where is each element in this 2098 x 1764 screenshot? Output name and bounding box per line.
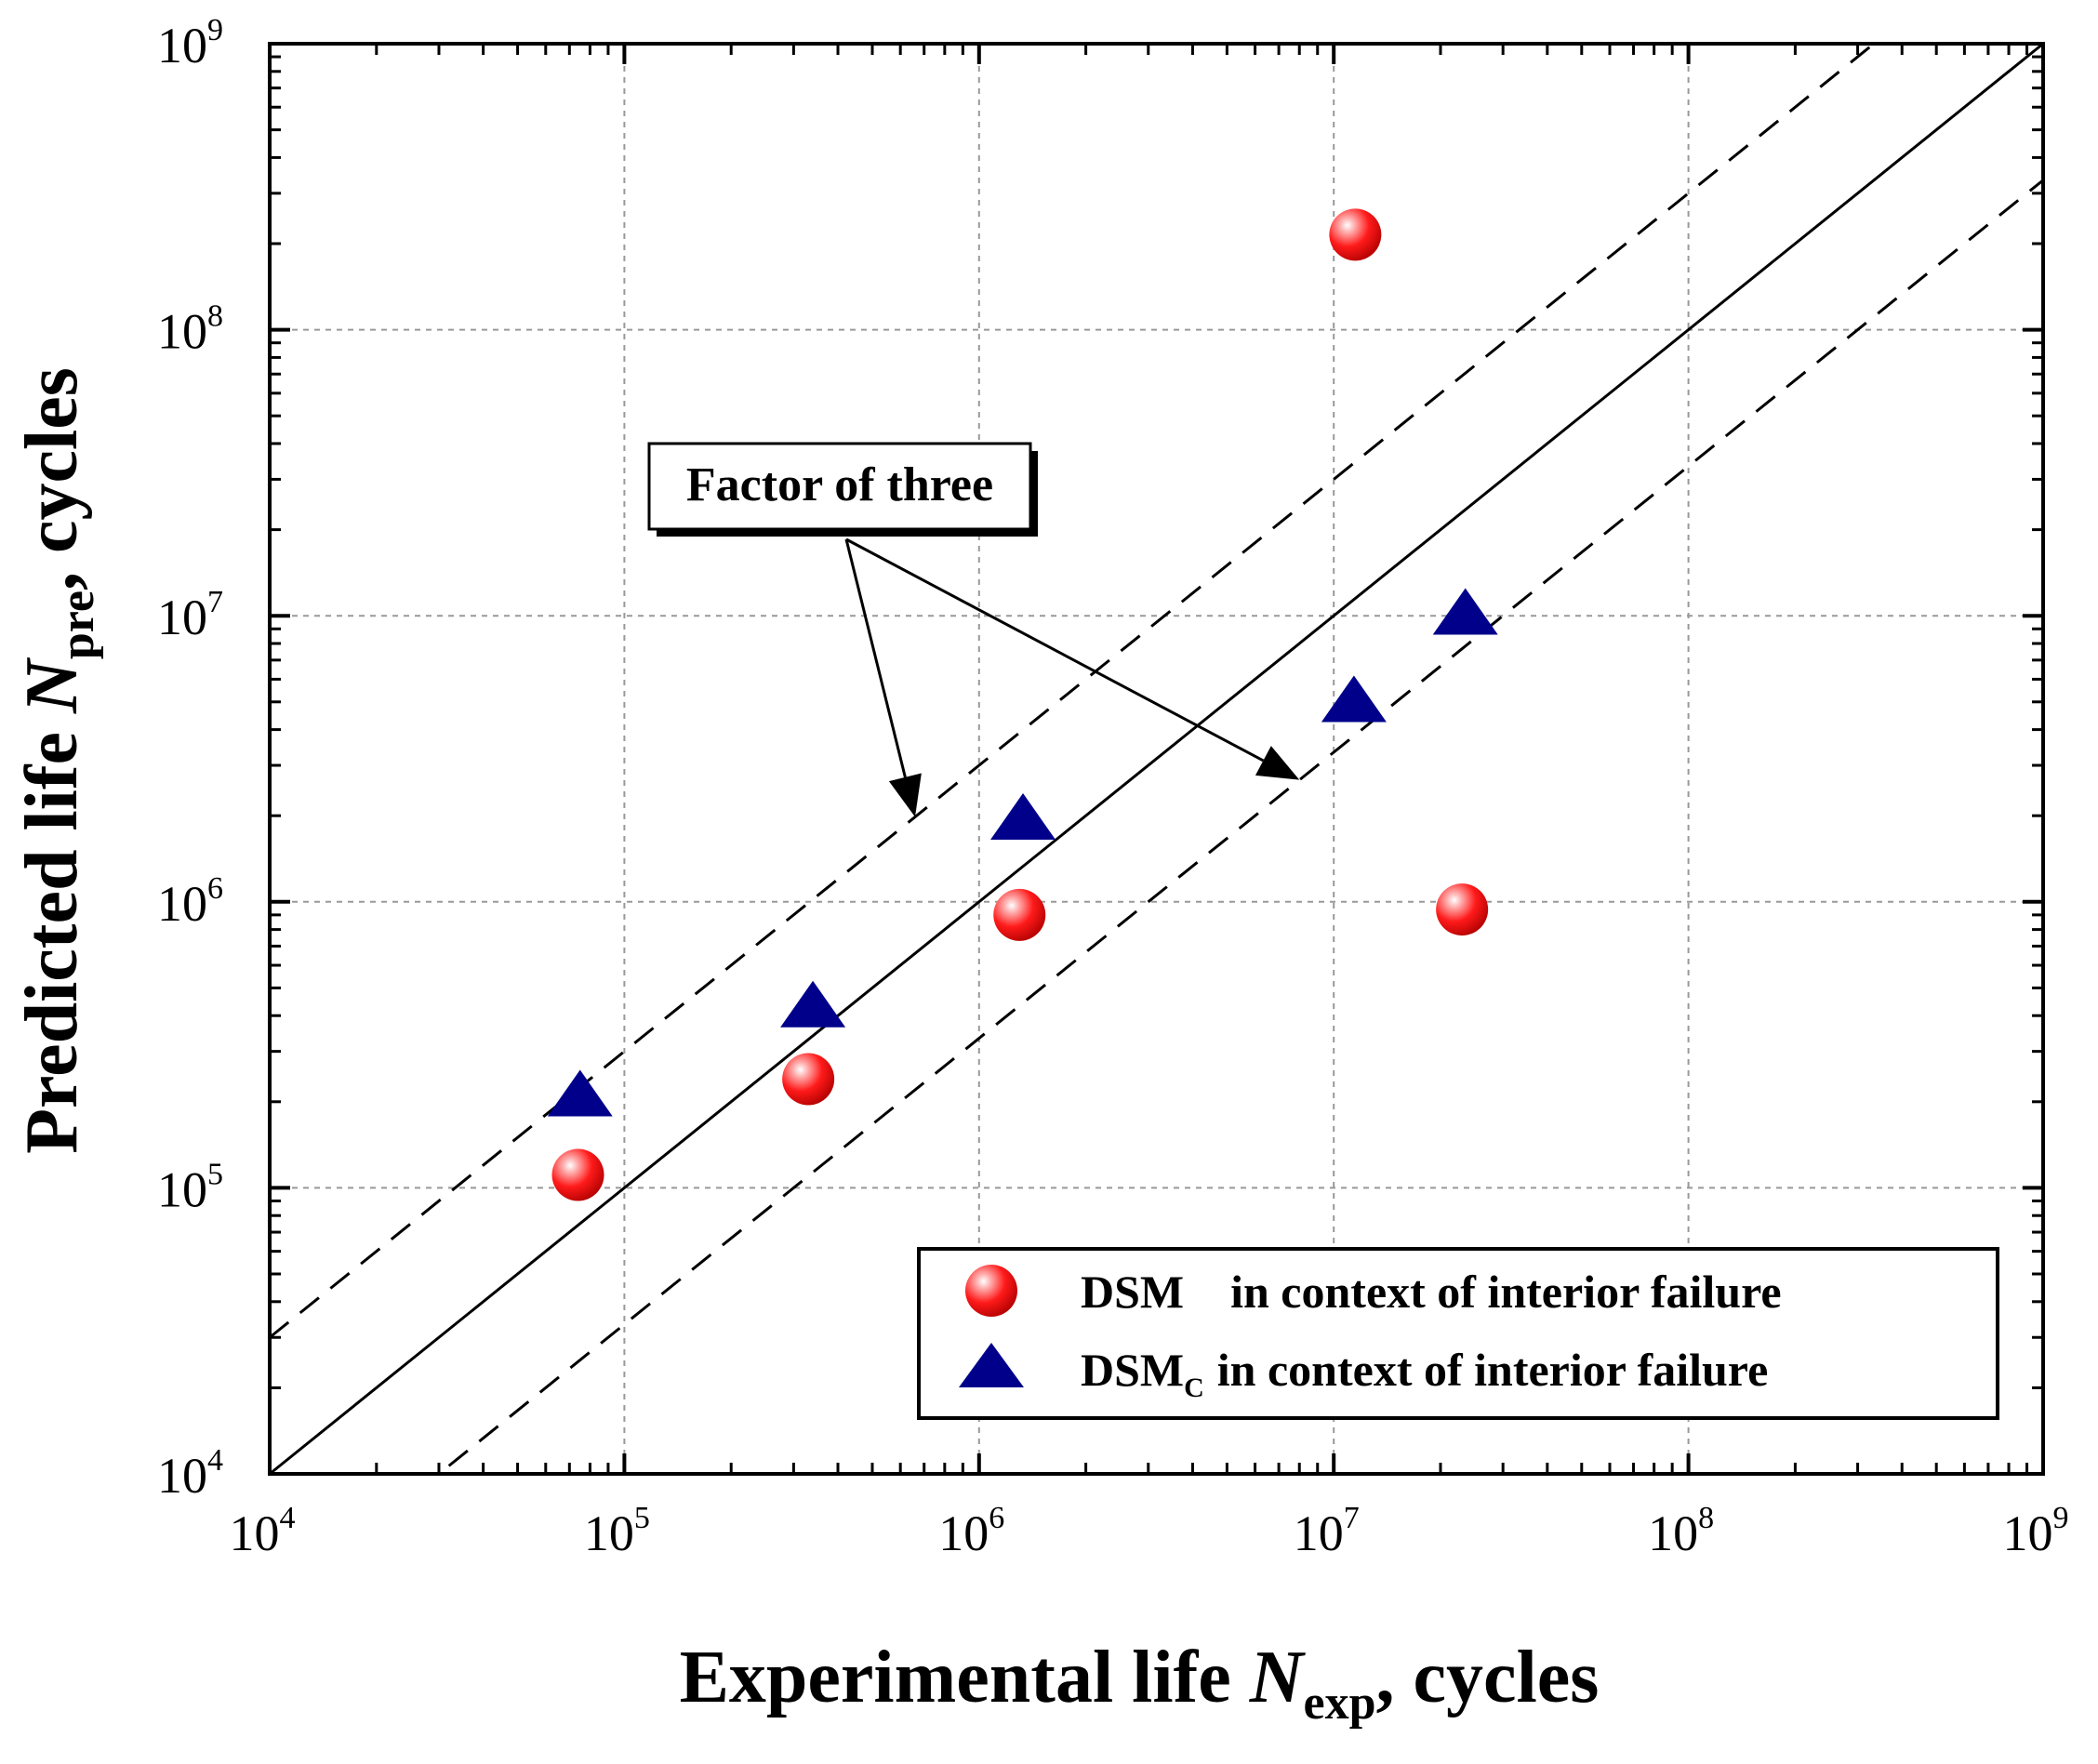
y-tick-label: 105 xyxy=(157,1157,223,1217)
reference-lines xyxy=(269,42,2044,1476)
annotation-box xyxy=(647,442,1032,531)
dsmc-point xyxy=(990,793,1056,841)
dsm-point xyxy=(551,1148,604,1201)
legend: DSM in context of interior failure DSMC in… xyxy=(917,1247,1999,1420)
factor-annotation: Factor of three xyxy=(647,442,1300,817)
y-tick-labels: 104 105 106 107 108 109 xyxy=(157,13,223,1504)
annotation-arrow-head xyxy=(1255,746,1300,780)
one-to-one-line xyxy=(269,42,2044,1476)
y-axis-title: Predicted life Npre, cycles xyxy=(11,367,104,1154)
dsmc-point xyxy=(1432,588,1498,635)
y-tick-label: 107 xyxy=(157,585,223,645)
legend-dsm-label: DSM in context of interior failure xyxy=(1081,1266,1782,1318)
data-points xyxy=(547,208,1498,1201)
x-tick-label: 105 xyxy=(584,1501,650,1561)
plot-frame xyxy=(268,42,2045,1476)
x-tick-labels: 104 105 106 107 108 109 xyxy=(230,1501,2069,1561)
dsm-point xyxy=(782,1053,835,1106)
y-tick-label: 104 xyxy=(157,1443,223,1504)
legend-dsmc-marker xyxy=(959,1343,1024,1387)
x-tick-label: 108 xyxy=(1648,1501,1714,1561)
legend-box xyxy=(917,1247,1999,1420)
legend-dsm-marker xyxy=(965,1265,1017,1317)
x-tick-label: 104 xyxy=(230,1501,296,1561)
factor-three-line xyxy=(447,179,2044,1467)
annotation-arrow-head xyxy=(888,773,922,817)
x-tick-label: 106 xyxy=(938,1501,1004,1561)
annotation-text: Factor of three xyxy=(686,458,993,511)
y-tick-label: 108 xyxy=(157,299,223,360)
factor-three-line xyxy=(269,44,1874,1339)
y-tick-label: 106 xyxy=(157,871,223,932)
dsmc-point xyxy=(547,1069,613,1117)
legend-dsmc-label: DSMC in context of interior failure xyxy=(1081,1344,1768,1403)
x-axis-title: Experimental life Nexp, cycles xyxy=(680,1637,1600,1730)
dsmc-point xyxy=(1321,675,1387,723)
x-tick-label: 107 xyxy=(1294,1501,1360,1561)
major-ticks xyxy=(268,42,2045,1476)
grid xyxy=(270,44,2043,1474)
dsm-point xyxy=(1329,208,1382,261)
dsmc-point xyxy=(780,980,846,1028)
y-tick-label: 109 xyxy=(157,13,223,73)
x-tick-label: 109 xyxy=(2003,1501,2069,1561)
dsm-point xyxy=(993,888,1046,941)
dsm-point xyxy=(1436,883,1489,936)
annotation-arrow-line xyxy=(844,538,907,778)
annotation-arrow-line xyxy=(845,537,1265,763)
